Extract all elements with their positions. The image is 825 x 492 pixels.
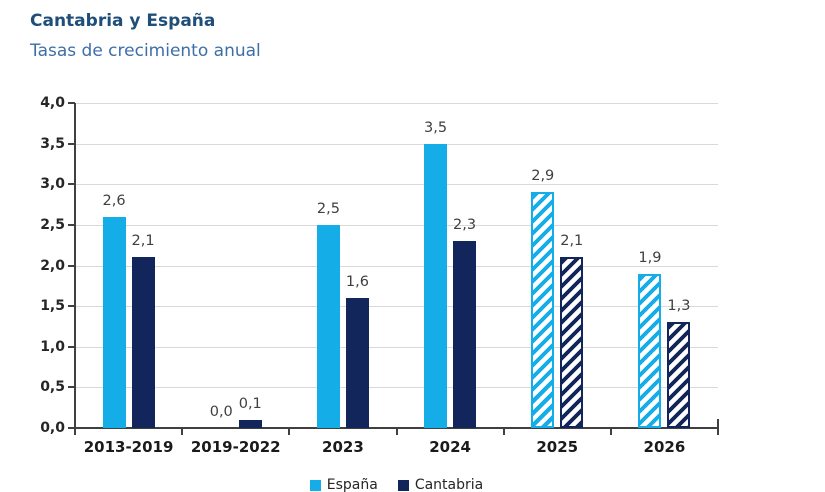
y-axis-line: [74, 103, 76, 434]
bar-cantabria-2026: [667, 322, 691, 428]
bar-españa-2013-2019: [102, 216, 126, 428]
y-axis-label: 3,0: [40, 176, 65, 193]
y-axis-label: 0,5: [40, 379, 65, 396]
bar-españa-2023: [316, 224, 340, 428]
x-axis-tick: [74, 429, 76, 435]
x-axis-tick: [288, 429, 291, 435]
data-label-cantabria-2013-2019: 2,1: [131, 233, 155, 250]
y-axis-label: 2,0: [40, 257, 65, 274]
bar-españa-2024: [424, 143, 448, 428]
y-axis-label: 0,0: [40, 420, 65, 436]
data-label-españa-2025: 2,9: [531, 168, 555, 185]
y-axis-tick: [68, 102, 75, 104]
data-label-españa-2013-2019: 2,6: [102, 192, 126, 209]
gridline: [75, 306, 718, 308]
x-axis-label: 2023: [322, 438, 364, 456]
chart-title: Cantabria y España: [30, 11, 216, 31]
bar-cantabria-2023: [345, 298, 369, 428]
legend-swatch-españa: [309, 479, 321, 491]
y-axis-label: 1,5: [40, 298, 65, 315]
gridline: [75, 184, 718, 186]
data-label-cantabria-2026: 1,3: [667, 298, 691, 315]
y-axis-label: 1,0: [40, 338, 65, 355]
data-label-españa-2019-2022: 0,0: [209, 404, 233, 420]
x-axis-tick: [609, 429, 612, 435]
bar-españa-2026: [638, 273, 662, 428]
x-axis-label: 2025: [536, 438, 579, 456]
data-label-españa-2026: 1,9: [638, 249, 662, 266]
gridline: [75, 387, 718, 389]
y-axis-tick: [68, 223, 75, 226]
x-axis-label: 2026: [643, 438, 686, 456]
bar-cantabria-2025: [560, 257, 584, 428]
x-axis-label: 2024: [429, 438, 471, 456]
y-axis-label: 2,5: [40, 216, 65, 233]
x-axis-tick: [181, 429, 184, 435]
x-axis-line: [74, 427, 719, 429]
legend-item-españa: España: [309, 476, 378, 492]
legend-label: España: [326, 477, 378, 492]
gridline: [75, 346, 718, 348]
legend: España Cantabria: [75, 476, 718, 492]
y-axis-tick: [68, 142, 75, 145]
data-label-cantabria-2024: 2,3: [453, 217, 477, 234]
y-axis-tick: [68, 386, 75, 389]
gridline: [75, 265, 718, 267]
legend-label: Cantabria: [414, 477, 484, 492]
y-axis-tick: [68, 183, 75, 186]
y-axis-label: 3,5: [40, 135, 65, 152]
legend-item-cantabria: Cantabria: [397, 476, 484, 492]
x-axis-tick: [717, 429, 719, 435]
data-label-españa-2024: 3,5: [424, 119, 448, 136]
y-axis-tick: [68, 345, 75, 348]
x-axis-end-tick: [717, 419, 719, 428]
y-axis-tick: [68, 264, 75, 267]
data-label-cantabria-2019-2022: 0,1: [238, 395, 262, 412]
data-label-cantabria-2025: 2,1: [560, 233, 584, 250]
legend-swatch-cantabria: [397, 479, 409, 491]
bar-cantabria-2019-2022: [238, 419, 262, 428]
bar-españa-2025: [531, 192, 555, 428]
x-axis-tick: [395, 429, 398, 435]
gridline: [75, 103, 718, 104]
x-axis-label: 2013-2019: [83, 438, 174, 456]
data-label-españa-2023: 2,5: [316, 200, 340, 217]
gridline: [75, 224, 718, 226]
data-label-cantabria-2023: 1,6: [345, 274, 369, 290]
y-axis-tick: [68, 427, 75, 429]
bar-cantabria-2013-2019: [131, 257, 155, 428]
gridline: [75, 143, 718, 145]
bar-cantabria-2024: [453, 241, 477, 428]
plot-area: [75, 103, 718, 428]
y-axis-tick: [68, 305, 75, 308]
chart-subtitle: Tasas de crecimiento anual: [30, 41, 261, 61]
y-axis-label: 4,0: [40, 95, 65, 111]
x-axis-tick: [502, 429, 505, 435]
x-axis-label: 2019-2022: [190, 438, 281, 456]
